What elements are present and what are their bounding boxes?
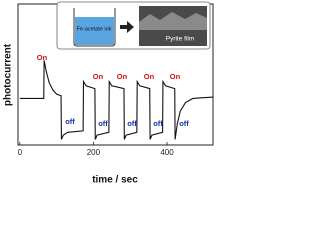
page: {"chart_data": {"type": "line", "xlabel"…: [2, 1, 214, 186]
film-texture: [139, 12, 207, 30]
annotation: On: [144, 72, 155, 81]
annotation: On: [37, 53, 48, 62]
annotation: off: [98, 119, 108, 128]
annotation: off: [153, 119, 163, 128]
annotation: On: [170, 72, 181, 81]
annotation: off: [65, 117, 75, 126]
annotation: off: [179, 119, 189, 128]
x-tick-label: 400: [160, 148, 174, 157]
y-axis-label: photocurrent: [3, 43, 14, 106]
annotation: On: [117, 72, 128, 81]
ink: [75, 17, 114, 45]
beaker-label: Fe-acetate ink: [77, 26, 112, 32]
line: [19, 60, 214, 140]
chart: photocurrent time / sec Fe-acetate ink P…: [3, 1, 214, 186]
annotation: On: [93, 72, 104, 81]
annotation: off: [127, 119, 137, 128]
x-tick-label: 200: [87, 148, 101, 157]
arrow: [120, 21, 134, 33]
film-label: Pyrite film: [166, 36, 195, 43]
inset: Fe-acetate ink Pyrite film: [56, 1, 211, 50]
x-axis-label: time / sec: [92, 175, 138, 186]
beaker: [73, 8, 116, 47]
x-tick-label: 0: [18, 148, 23, 157]
